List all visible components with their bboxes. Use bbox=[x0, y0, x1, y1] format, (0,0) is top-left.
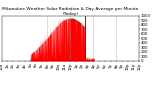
Title: Milwaukee Weather Solar Radiation & Day Average per Minute (Today): Milwaukee Weather Solar Radiation & Day … bbox=[2, 7, 139, 16]
